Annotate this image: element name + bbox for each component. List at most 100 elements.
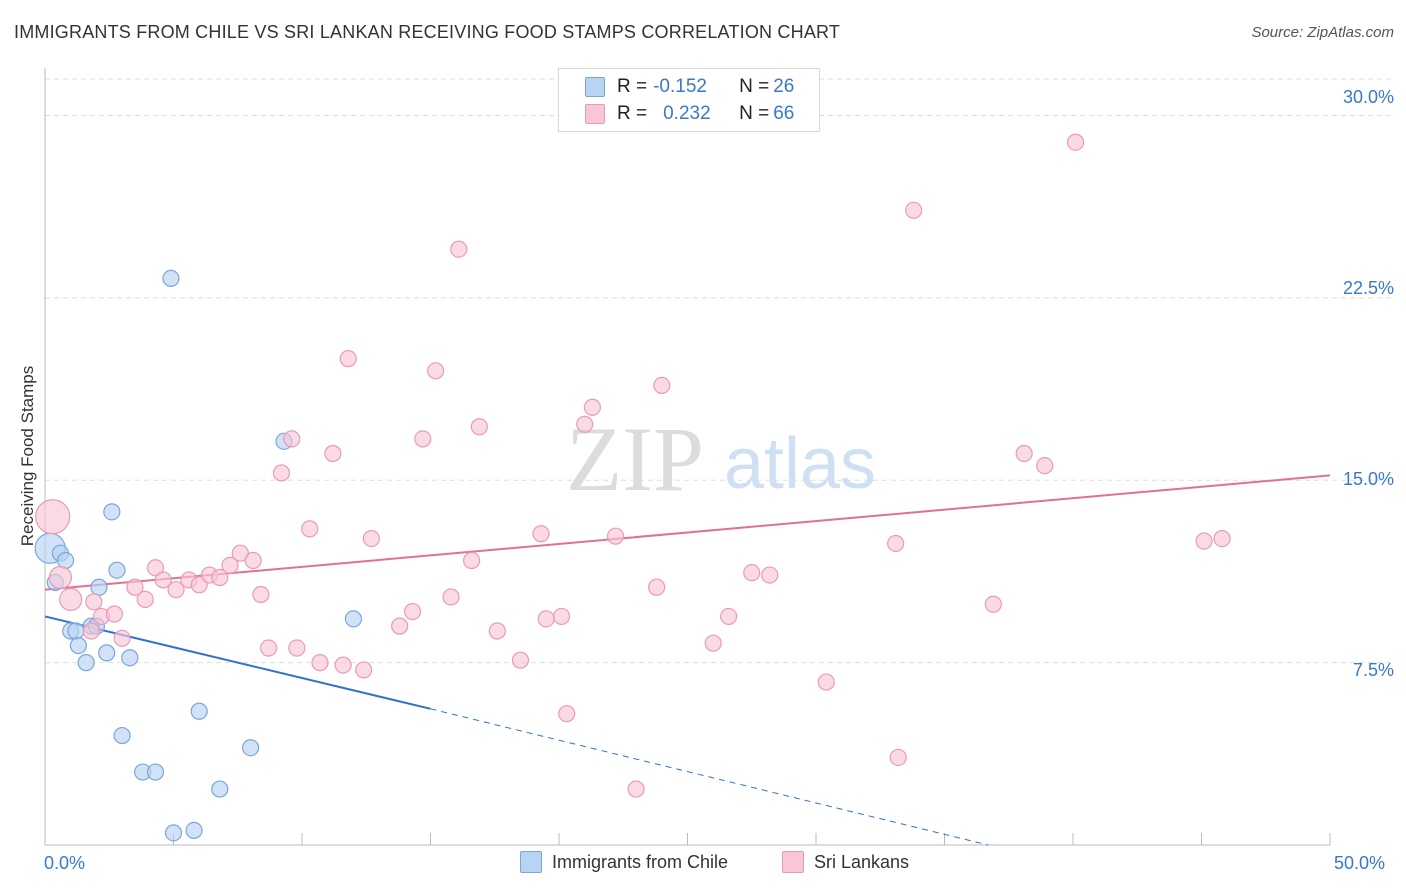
- data-points: [34, 133, 1231, 842]
- point-srilanka: [576, 415, 594, 433]
- legend-r-label: R =: [617, 103, 648, 124]
- point-srilanka: [231, 544, 249, 562]
- point-srilanka: [324, 444, 342, 463]
- x-tick-label-max: 50.0%: [1334, 853, 1386, 873]
- chart-source: Source: ZipAtlas.com: [1251, 24, 1394, 41]
- point-srilanka: [244, 551, 262, 570]
- point-srilanka: [252, 585, 270, 604]
- point-srilanka: [720, 607, 738, 626]
- grid-lines: [45, 78, 1392, 664]
- point-chile: [69, 636, 88, 655]
- point-chile: [121, 649, 139, 667]
- point-srilanka: [648, 578, 666, 596]
- y-tick-label: 7.5%: [1352, 660, 1394, 680]
- legend-n-label: N =: [739, 76, 770, 97]
- legend-n-label: N =: [739, 103, 770, 124]
- trend-line-srilanka: [44, 474, 1331, 591]
- point-srilanka: [1036, 457, 1054, 475]
- y-axis-label: Receiving Food Stamps: [18, 365, 37, 547]
- point-srilanka: [154, 571, 172, 589]
- point-chile: [77, 654, 95, 672]
- legend-row-srilanka: R = 0.232 N = 66: [585, 102, 794, 126]
- legend-r-label: R =: [617, 76, 648, 97]
- point-srilanka: [627, 780, 645, 798]
- point-srilanka: [355, 661, 373, 679]
- y-tick-label: 22.5%: [1342, 278, 1394, 298]
- trend-line-chile-extension: [430, 708, 989, 846]
- point-srilanka: [403, 602, 422, 621]
- point-srilanka: [488, 622, 506, 640]
- point-srilanka: [552, 607, 571, 626]
- point-srilanka: [85, 593, 103, 611]
- point-chile: [185, 821, 203, 840]
- y-tick-label: 15.0%: [1342, 469, 1394, 489]
- legend-r-value: 0.232: [663, 103, 711, 124]
- point-chile: [242, 739, 260, 757]
- legend-label-srilanka: Sri Lankans: [814, 851, 910, 872]
- point-srilanka: [889, 748, 907, 767]
- point-srilanka: [511, 651, 530, 669]
- point-srilanka: [427, 362, 445, 380]
- point-srilanka: [59, 587, 83, 611]
- point-srilanka: [272, 464, 291, 482]
- point-srilanka: [743, 564, 761, 582]
- legend-swatch-blue: [520, 851, 542, 873]
- point-chile: [103, 503, 121, 521]
- point-srilanka: [362, 529, 380, 548]
- point-chile: [344, 610, 362, 628]
- point-chile: [108, 561, 126, 579]
- point-srilanka: [339, 350, 357, 368]
- point-srilanka: [1213, 529, 1231, 548]
- point-srilanka: [653, 376, 671, 394]
- point-srilanka: [537, 610, 555, 628]
- point-chile: [98, 644, 116, 662]
- watermark-atlas: atlas: [724, 424, 876, 504]
- point-srilanka: [105, 605, 123, 623]
- point-srilanka: [558, 705, 576, 723]
- point-srilanka: [283, 430, 301, 448]
- point-chile: [67, 622, 85, 640]
- trend-line-chile: [44, 615, 431, 710]
- series-legend: Immigrants from Chile Sri Lankans: [0, 851, 1406, 877]
- point-srilanka: [532, 525, 550, 543]
- legend-n-value: 66: [773, 103, 795, 124]
- point-srilanka: [606, 527, 625, 545]
- axes: [44, 68, 1331, 846]
- legend-swatch-blue: [585, 77, 605, 97]
- point-srilanka: [35, 499, 71, 535]
- legend-item-chile[interactable]: Immigrants from Chile: [520, 851, 728, 873]
- legend-item-srilanka[interactable]: Sri Lankans: [782, 851, 909, 873]
- point-srilanka: [82, 622, 100, 640]
- point-srilanka: [761, 566, 779, 584]
- watermark: ZIP atlas: [566, 408, 876, 510]
- point-chile: [90, 578, 108, 596]
- point-srilanka: [146, 559, 165, 577]
- point-chile: [164, 824, 183, 842]
- correlation-legend: R = -0.152 N = 26 R = 0.232 N = 66: [558, 68, 820, 132]
- legend-n-value: 26: [773, 76, 795, 97]
- point-srilanka: [817, 673, 835, 691]
- legend-swatch-pink: [585, 104, 605, 124]
- point-srilanka: [221, 556, 239, 574]
- point-chile: [190, 702, 208, 720]
- point-srilanka: [442, 588, 460, 606]
- point-srilanka: [463, 551, 481, 570]
- point-chile: [146, 763, 165, 781]
- point-srilanka: [450, 240, 468, 258]
- point-chile: [162, 269, 180, 288]
- point-srilanka: [48, 565, 73, 590]
- point-chile: [113, 726, 131, 745]
- point-srilanka: [136, 590, 154, 608]
- point-srilanka: [113, 629, 131, 647]
- point-srilanka: [887, 534, 905, 553]
- point-srilanka: [391, 617, 409, 635]
- legend-row-chile: R = -0.152 N = 26: [585, 75, 794, 99]
- point-srilanka: [211, 568, 229, 587]
- point-srilanka: [126, 578, 144, 596]
- chart-title: IMMIGRANTS FROM CHILE VS SRI LANKAN RECE…: [14, 22, 841, 42]
- y-tick-label: 30.0%: [1342, 87, 1394, 107]
- point-srilanka: [167, 581, 185, 599]
- point-srilanka: [704, 634, 722, 652]
- legend-swatch-pink: [782, 851, 804, 873]
